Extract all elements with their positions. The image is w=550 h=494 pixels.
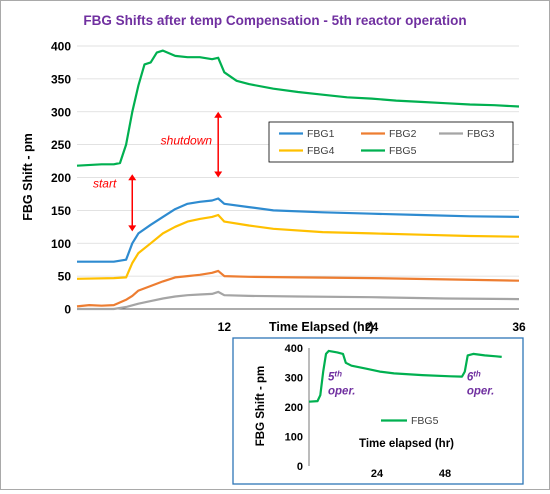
legend-label-fbg5: FBG5 <box>389 145 417 157</box>
inset-y-tick-label: 100 <box>285 432 303 444</box>
main-annotations: start shutdown <box>93 111 223 232</box>
main-gridlines <box>77 45 519 310</box>
x-tick-label: 36 <box>512 320 526 334</box>
y-tick-label: 100 <box>51 237 71 251</box>
main-x-tick-labels: 12 24 36 <box>218 320 526 334</box>
main-legend: FBG1 FBG2 FBG3 FBG4 FBG5 <box>268 121 514 163</box>
y-tick-label: 0 <box>64 303 71 317</box>
inset-y-tick-label: 0 <box>297 461 303 473</box>
main-series-lines <box>76 49 520 311</box>
inset-x-tick-labels: 24 48 <box>371 468 451 480</box>
y-axis-label: FBG Shift - pm <box>21 133 35 221</box>
x-tick-label: 24 <box>365 320 379 334</box>
inset-annotation-line2-0: oper. <box>328 385 355 397</box>
legend-label-fbg3: FBG3 <box>467 128 495 140</box>
series-line-fbg1 <box>77 197 520 263</box>
arrow-head-down <box>214 171 223 178</box>
arrow-head-up <box>214 111 223 118</box>
arrow-head-down <box>128 225 137 232</box>
inset-y-tick-label: 400 <box>285 343 303 355</box>
y-tick-label: 50 <box>58 270 72 284</box>
main-y-tick-labels: 0 50 100 150 200 250 300 350 400 <box>51 40 71 317</box>
legend-box <box>268 121 514 163</box>
inset-y-axis-label: FBG Shift - pm <box>255 366 267 447</box>
inset-y-tick-label: 200 <box>285 402 303 414</box>
y-tick-label: 350 <box>51 72 71 86</box>
annotation-shutdown: shutdown <box>161 134 213 148</box>
inset-legend-label: FBG5 <box>411 415 439 427</box>
series-line-fbg3 <box>77 290 520 311</box>
series-line-fbg2 <box>76 269 520 308</box>
y-tick-label: 300 <box>51 105 71 119</box>
y-tick-label: 400 <box>51 40 71 54</box>
inset-x-axis-label: Time elapsed (hr) <box>359 438 454 450</box>
legend-label-fbg4: FBG4 <box>307 145 335 157</box>
legend-label-fbg2: FBG2 <box>389 128 417 140</box>
x-tick-label: 12 <box>218 320 232 334</box>
inset-x-tick-label: 48 <box>439 468 451 480</box>
y-tick-label: 250 <box>51 138 71 152</box>
inset-series-lines <box>308 349 502 403</box>
x-axis-label: Time Elapsed (hr) <box>269 320 374 334</box>
inset-annotation-line2-1: oper. <box>467 385 494 397</box>
inset-x-tick-label: 24 <box>371 468 384 480</box>
series-line-fbg4 <box>76 213 520 280</box>
inset-y-tick-label: 300 <box>285 373 303 385</box>
annotation-start: start <box>93 176 117 190</box>
chart-title: FBG Shifts after temp Compensation - 5th… <box>83 13 466 28</box>
y-tick-label: 150 <box>51 204 71 218</box>
arrow-head-up <box>128 174 137 181</box>
inset-legend: FBG5 <box>381 415 439 427</box>
series-line-fbg5 <box>76 49 520 167</box>
y-tick-label: 200 <box>51 171 71 185</box>
inset-series-line-fbg5 <box>308 349 502 403</box>
legend-label-fbg1: FBG1 <box>307 128 335 140</box>
inset-frame <box>232 337 524 485</box>
inset-y-tick-labels: 0 100 200 300 400 <box>285 343 303 473</box>
